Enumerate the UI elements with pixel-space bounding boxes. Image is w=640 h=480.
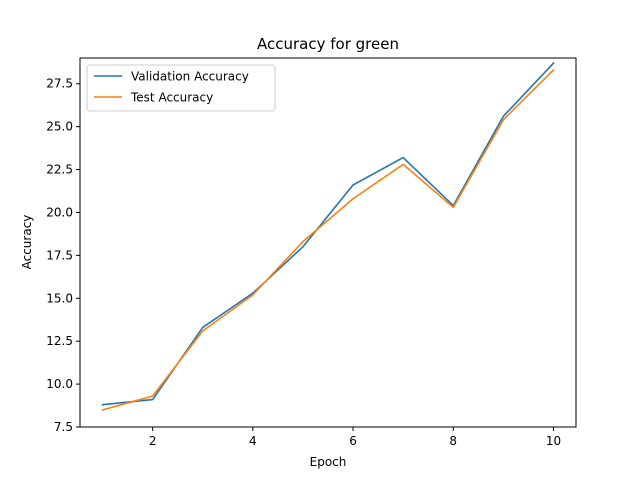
y-tick-label: 10.0: [46, 377, 73, 391]
series-line-1: [101, 68, 555, 411]
legend-label-1: Test Accuracy: [130, 91, 213, 105]
y-tick-label: 25.0: [46, 120, 73, 134]
plot-frame: [79, 57, 577, 428]
x-tick-label: 8: [449, 434, 457, 448]
x-axis-label: Epoch: [310, 455, 347, 469]
x-tick-label: 4: [249, 434, 257, 448]
y-tick-label: 20.0: [46, 205, 73, 219]
y-tick-label: 7.5: [54, 420, 73, 434]
y-tick-label: 22.5: [46, 163, 73, 177]
y-tick-label: 12.5: [46, 334, 73, 348]
x-tick-label: 2: [149, 434, 157, 448]
y-axis-label: Accuracy: [20, 215, 34, 270]
y-tick-label: 17.5: [46, 248, 73, 262]
x-tick-label: 6: [349, 434, 357, 448]
legend-label-0: Validation Accuracy: [131, 70, 249, 84]
chart-title: Accuracy for green: [257, 35, 399, 53]
legend-box: [86, 64, 276, 112]
y-tick-label: 15.0: [46, 291, 73, 305]
series-line-0: [101, 62, 555, 406]
legend: Validation Accuracy Test Accuracy: [86, 64, 276, 112]
y-tick-label: 27.5: [46, 77, 73, 91]
x-tick-label: 10: [546, 434, 561, 448]
